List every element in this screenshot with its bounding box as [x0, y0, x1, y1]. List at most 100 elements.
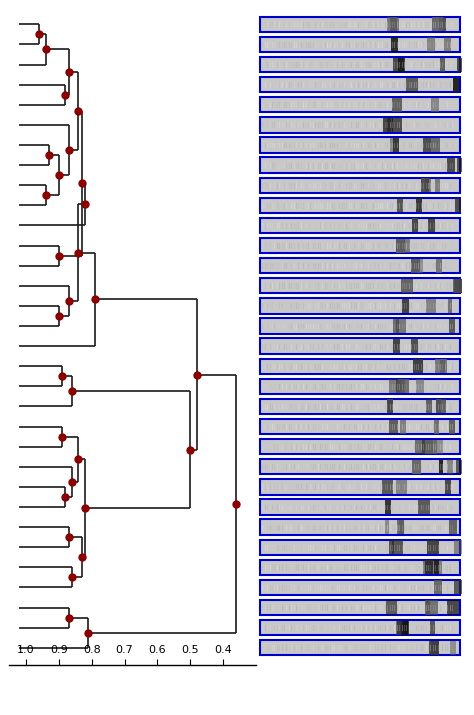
FancyBboxPatch shape [390, 17, 397, 31]
FancyBboxPatch shape [429, 621, 435, 635]
FancyBboxPatch shape [413, 359, 423, 373]
FancyBboxPatch shape [456, 57, 466, 72]
FancyBboxPatch shape [411, 460, 421, 474]
FancyBboxPatch shape [456, 460, 465, 474]
FancyBboxPatch shape [260, 117, 460, 132]
FancyBboxPatch shape [403, 621, 409, 635]
FancyBboxPatch shape [260, 338, 460, 354]
FancyBboxPatch shape [397, 621, 408, 635]
FancyBboxPatch shape [449, 319, 455, 333]
FancyBboxPatch shape [449, 420, 455, 433]
FancyBboxPatch shape [260, 560, 460, 575]
FancyBboxPatch shape [389, 540, 394, 554]
FancyBboxPatch shape [425, 561, 433, 574]
FancyBboxPatch shape [431, 138, 440, 152]
FancyBboxPatch shape [425, 601, 429, 615]
FancyBboxPatch shape [386, 601, 397, 615]
FancyBboxPatch shape [393, 319, 399, 333]
FancyBboxPatch shape [434, 581, 442, 594]
FancyBboxPatch shape [260, 479, 460, 495]
FancyBboxPatch shape [440, 359, 445, 373]
FancyBboxPatch shape [436, 259, 442, 272]
FancyBboxPatch shape [448, 299, 452, 313]
FancyBboxPatch shape [426, 400, 431, 413]
FancyBboxPatch shape [435, 178, 440, 192]
FancyBboxPatch shape [431, 641, 439, 655]
FancyBboxPatch shape [418, 259, 423, 272]
FancyBboxPatch shape [434, 561, 439, 574]
FancyBboxPatch shape [260, 238, 460, 253]
FancyBboxPatch shape [260, 359, 460, 374]
FancyBboxPatch shape [422, 440, 433, 454]
FancyBboxPatch shape [396, 239, 405, 252]
FancyBboxPatch shape [260, 519, 460, 535]
FancyBboxPatch shape [389, 420, 399, 433]
FancyBboxPatch shape [450, 641, 456, 655]
FancyBboxPatch shape [427, 540, 438, 554]
FancyBboxPatch shape [260, 379, 460, 394]
FancyBboxPatch shape [260, 258, 460, 273]
FancyBboxPatch shape [444, 37, 451, 51]
FancyBboxPatch shape [416, 379, 424, 393]
FancyBboxPatch shape [411, 339, 418, 353]
FancyBboxPatch shape [260, 197, 460, 213]
FancyBboxPatch shape [425, 178, 431, 192]
FancyBboxPatch shape [387, 118, 393, 132]
FancyBboxPatch shape [447, 158, 455, 172]
FancyBboxPatch shape [454, 581, 464, 594]
FancyBboxPatch shape [426, 601, 438, 615]
FancyBboxPatch shape [260, 16, 460, 32]
FancyBboxPatch shape [260, 399, 460, 414]
FancyBboxPatch shape [453, 78, 459, 92]
FancyBboxPatch shape [260, 77, 460, 92]
FancyBboxPatch shape [421, 178, 428, 192]
FancyBboxPatch shape [392, 138, 399, 152]
FancyBboxPatch shape [428, 37, 435, 51]
FancyBboxPatch shape [260, 640, 460, 656]
FancyBboxPatch shape [419, 500, 430, 514]
FancyBboxPatch shape [260, 218, 460, 233]
FancyBboxPatch shape [441, 400, 446, 413]
FancyBboxPatch shape [439, 57, 445, 72]
FancyBboxPatch shape [415, 440, 425, 454]
FancyBboxPatch shape [426, 299, 436, 313]
FancyBboxPatch shape [428, 641, 439, 655]
FancyBboxPatch shape [392, 118, 402, 132]
FancyBboxPatch shape [401, 299, 409, 313]
FancyBboxPatch shape [260, 298, 460, 313]
FancyBboxPatch shape [411, 259, 419, 272]
FancyBboxPatch shape [260, 278, 460, 293]
FancyBboxPatch shape [428, 218, 436, 232]
FancyBboxPatch shape [260, 600, 460, 615]
FancyBboxPatch shape [393, 57, 404, 72]
FancyBboxPatch shape [436, 359, 447, 373]
FancyBboxPatch shape [423, 561, 435, 574]
FancyBboxPatch shape [432, 17, 443, 31]
FancyBboxPatch shape [446, 480, 451, 494]
FancyBboxPatch shape [434, 561, 442, 574]
FancyBboxPatch shape [416, 198, 421, 212]
FancyBboxPatch shape [385, 500, 392, 514]
FancyBboxPatch shape [425, 440, 437, 454]
FancyBboxPatch shape [398, 379, 409, 393]
FancyBboxPatch shape [399, 57, 405, 72]
FancyBboxPatch shape [396, 379, 405, 393]
FancyBboxPatch shape [393, 339, 400, 353]
FancyBboxPatch shape [385, 520, 389, 534]
FancyBboxPatch shape [396, 621, 401, 635]
FancyBboxPatch shape [260, 419, 460, 434]
FancyBboxPatch shape [260, 620, 460, 636]
FancyBboxPatch shape [455, 198, 461, 212]
FancyBboxPatch shape [387, 400, 393, 413]
FancyBboxPatch shape [387, 17, 399, 31]
FancyBboxPatch shape [260, 37, 460, 52]
FancyBboxPatch shape [434, 440, 443, 454]
FancyBboxPatch shape [260, 499, 460, 515]
FancyBboxPatch shape [260, 157, 460, 173]
FancyBboxPatch shape [383, 118, 392, 132]
FancyBboxPatch shape [382, 480, 393, 494]
FancyBboxPatch shape [404, 239, 410, 252]
FancyBboxPatch shape [455, 540, 463, 554]
FancyBboxPatch shape [397, 198, 403, 212]
FancyBboxPatch shape [455, 279, 464, 293]
